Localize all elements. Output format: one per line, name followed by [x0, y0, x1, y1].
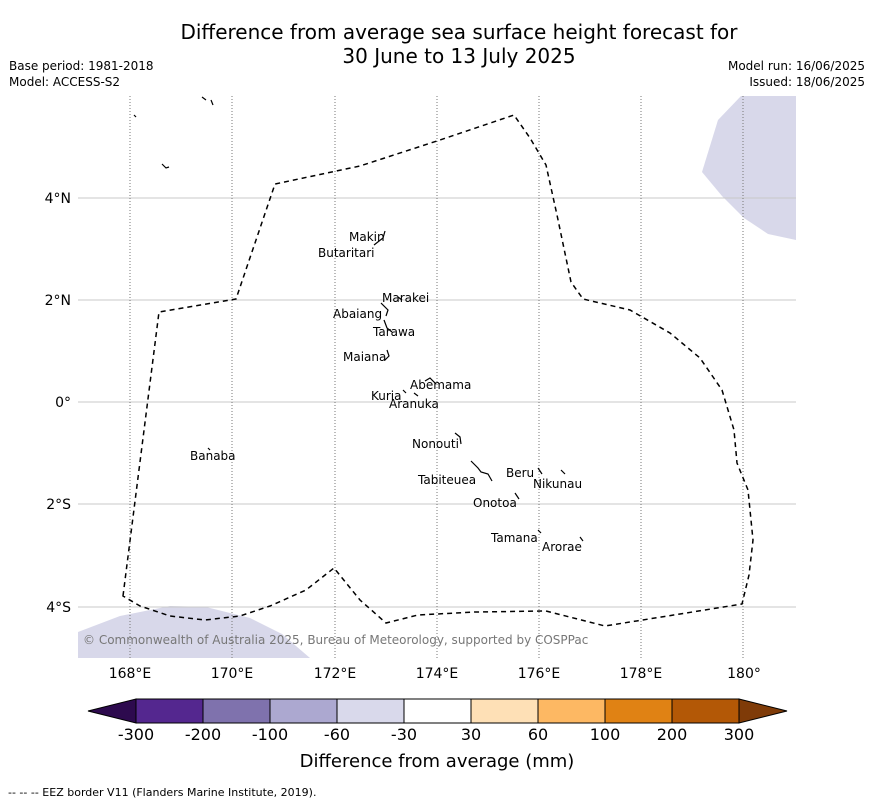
colorbar-label: Difference from average (mm): [300, 751, 575, 772]
coast-tamana: [537, 529, 542, 534]
label-tabiteuea: Tabiteuea: [417, 473, 476, 487]
island-coastlines: [133, 96, 584, 542]
model-info: Base period: 1981-2018 Model: ACCESS-S2: [9, 58, 154, 90]
label-beru: Beru: [506, 466, 534, 480]
lon-tick-168e: 168°E: [109, 666, 152, 682]
coast-nw-2: [161, 163, 170, 169]
colorbar-segment: [135, 698, 204, 724]
colorbar-tick: 200: [657, 725, 688, 744]
colorbar-tick: -300: [118, 725, 154, 744]
lat-tick-4s: 4°S: [46, 600, 71, 616]
lon-tick-174e: 174°E: [416, 666, 459, 682]
model-run: Model run: 16/06/2025: [727, 59, 865, 73]
model-name: Model: ACCESS-S2: [9, 75, 121, 89]
colorbar-segment: [671, 698, 740, 724]
label-maiana: Maiana: [343, 350, 386, 364]
copyright-notice: © Commonwealth of Australia 2025, Bureau…: [83, 633, 588, 647]
longitude-gridlines: [129, 96, 744, 658]
lon-tick-180: 180°: [727, 666, 761, 682]
colorbar-tick: -200: [185, 725, 221, 744]
label-aranuka: Aranuka: [389, 397, 439, 411]
issued-date: Issued: 18/06/2025: [749, 75, 865, 89]
coast-onotoa: [514, 492, 520, 500]
colorbar-segment: [537, 698, 606, 724]
lat-tick-2s: 2°S: [46, 497, 71, 513]
coast-n-1: [201, 96, 214, 106]
label-arorae: Arorae: [542, 540, 582, 554]
label-abaiang: Abaiang: [333, 307, 382, 321]
colorbar-tick: 30: [461, 725, 481, 744]
colorbar-tick: 60: [528, 725, 548, 744]
colorbar-extend-high: [738, 698, 788, 724]
eez-border: [122, 114, 754, 627]
coast-abemama: [424, 377, 437, 385]
label-makin: Makin: [349, 230, 385, 244]
coast-nonouti: [454, 432, 462, 445]
coast-nikunau: [560, 469, 566, 475]
anomaly-region-northeast: [702, 96, 796, 240]
coast-butaritari: [373, 230, 386, 246]
colorbar-segment: [336, 698, 405, 724]
longitude-axis: 168°E 170°E 172°E 174°E 176°E 178°E 180°: [109, 666, 761, 682]
coast-tabiteuea: [470, 460, 493, 482]
colorbar-tick: -100: [252, 725, 288, 744]
island-labels: Makin Butaritari Marakei Abaiang Tarawa …: [190, 230, 582, 554]
lon-tick-170e: 170°E: [211, 666, 254, 682]
coast-nw-1: [133, 114, 137, 118]
colorbar-extend-low: [87, 698, 137, 724]
colorbar-ticks: -300 -200 -100 -60 -30 30 60 100 200 300: [118, 725, 754, 744]
label-marakei: Marakei: [382, 291, 429, 305]
base-period: Base period: 1981-2018: [9, 59, 154, 73]
colorbar-tick: -30: [391, 725, 417, 744]
label-nonouti: Nonouti: [412, 437, 459, 451]
label-tamana: Tamana: [490, 531, 538, 545]
label-tarawa: Tarawa: [372, 325, 415, 339]
lat-tick-equator: 0°: [55, 395, 71, 411]
colorbar-segment: [269, 698, 338, 724]
lon-tick-176e: 176°E: [518, 666, 561, 682]
label-abemama: Abemama: [410, 378, 471, 392]
map-area: Makin Butaritari Marakei Abaiang Tarawa …: [78, 96, 796, 658]
label-nikunau: Nikunau: [533, 477, 582, 491]
coast-tarawa: [383, 319, 393, 333]
lon-tick-172e: 172°E: [314, 666, 357, 682]
label-onotoa: Onotoa: [473, 496, 517, 510]
coast-arorae: [579, 536, 584, 542]
lon-tick-178e: 178°E: [620, 666, 663, 682]
label-kuria: Kuria: [371, 389, 402, 403]
colorbar: [87, 698, 788, 724]
colorbar-tick: 300: [724, 725, 755, 744]
coast-kuria-aranuka: [402, 389, 419, 397]
title-line-1: Difference from average sea surface heig…: [180, 20, 738, 44]
label-banaba: Banaba: [190, 449, 236, 463]
lat-tick-2n: 2°N: [45, 293, 71, 309]
coast-beru: [537, 467, 543, 475]
coast-marakei: [397, 296, 403, 301]
colorbar-segment: [604, 698, 673, 724]
map-title: Difference from average sea surface heig…: [0, 20, 873, 68]
coast-banaba: [207, 447, 211, 451]
label-butaritari: Butaritari: [318, 246, 375, 260]
colorbar-tick: -60: [324, 725, 350, 744]
lat-tick-4n: 4°N: [45, 191, 71, 207]
anomaly-region-southwest: [78, 606, 310, 658]
coast-maiana: [384, 349, 390, 361]
colorbar-segment: [470, 698, 539, 724]
colorbar-segment: [202, 698, 271, 724]
run-info: Model run: 16/06/2025 Issued: 18/06/2025: [728, 58, 865, 90]
colorbar-segment: [403, 698, 472, 724]
coast-abaiang: [380, 302, 389, 317]
colorbar-tick: 100: [590, 725, 621, 744]
title-line-2: 30 June to 13 July 2025: [342, 44, 576, 68]
latitude-axis: 4°N 2°N 0° 2°S 4°S: [45, 191, 72, 616]
eez-footnote: -- -- -- EEZ border V11 (Flanders Marine…: [8, 786, 317, 799]
